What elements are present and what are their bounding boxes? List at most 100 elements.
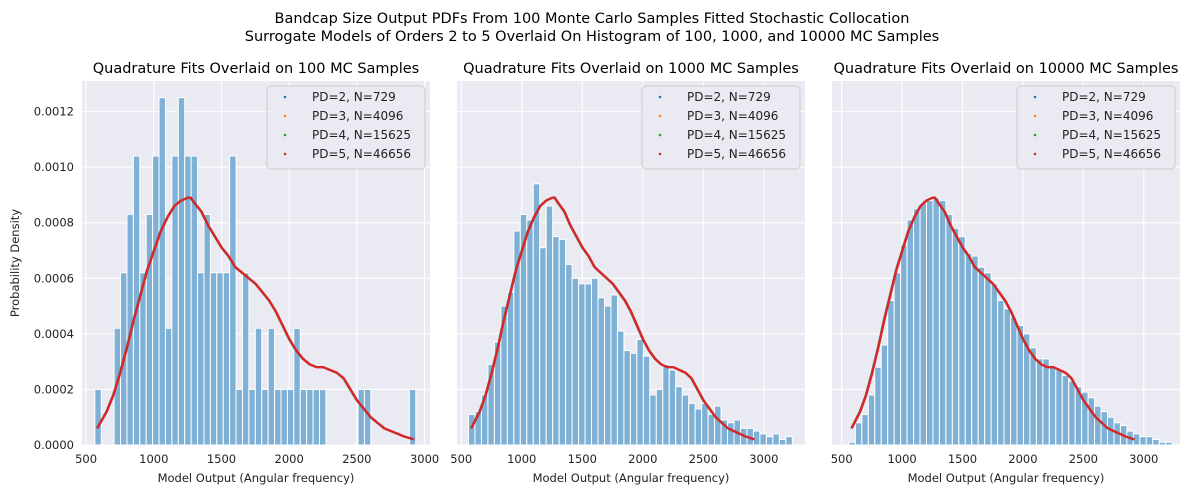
legend-marker bbox=[658, 133, 662, 137]
histogram-bar bbox=[571, 277, 580, 446]
y-tick-label: 0.0010 bbox=[34, 160, 74, 174]
histogram-bar bbox=[913, 208, 921, 446]
x-tick-label: 2500 bbox=[342, 452, 371, 466]
histogram-bar bbox=[887, 300, 895, 446]
histogram-bar bbox=[951, 227, 960, 446]
histogram-bar bbox=[752, 430, 761, 446]
histogram-bar bbox=[1055, 369, 1063, 446]
legend-label: PD=5, N=46656 bbox=[1062, 147, 1161, 161]
histogram-bar bbox=[1094, 405, 1102, 446]
histogram-bar bbox=[629, 352, 638, 446]
histogram-bar bbox=[552, 236, 560, 446]
legend-label: PD=4, N=15625 bbox=[687, 128, 786, 142]
histogram-bar bbox=[854, 422, 863, 446]
panel-100-samples: 500 1000 1500 2000 2500 3000 0.0000 0.0002 0.000… bbox=[8, 61, 439, 485]
y-tick-label: 0.0000 bbox=[34, 438, 74, 452]
histogram-bar bbox=[707, 413, 716, 446]
histogram-bar bbox=[945, 213, 953, 446]
histogram-bar bbox=[610, 294, 618, 446]
y-tick-label: 0.0004 bbox=[34, 327, 74, 341]
histogram-bar bbox=[261, 388, 269, 446]
histogram-bar bbox=[152, 155, 160, 446]
y-tick-label: 0.0002 bbox=[34, 382, 74, 396]
histogram-bar bbox=[900, 244, 908, 446]
legend-label: PD=5, N=46656 bbox=[687, 147, 786, 161]
histogram-10000 bbox=[848, 197, 1173, 446]
histogram-bar bbox=[997, 300, 1005, 446]
histogram-bar bbox=[578, 283, 586, 446]
histogram-bar bbox=[848, 441, 856, 446]
legend-label: PD=3, N=4096 bbox=[312, 109, 403, 123]
x-axis-label-100: Model Output (Angular frequency) bbox=[158, 471, 355, 485]
histogram-bar bbox=[506, 291, 515, 446]
histogram-bar bbox=[94, 388, 102, 446]
legend-label: PD=2, N=729 bbox=[312, 90, 396, 104]
x-tick-label: 2000 bbox=[628, 452, 657, 466]
legend-1000: PD=2, N=729 PD=3, N=4096 PD=4, N=15625 PD=5… bbox=[641, 85, 801, 170]
pdf-curves-100 bbox=[95, 196, 415, 441]
histogram-bar bbox=[932, 197, 940, 446]
histogram-bar bbox=[701, 402, 709, 446]
histogram-bar bbox=[597, 297, 605, 446]
legend-marker bbox=[1033, 133, 1037, 137]
legend-marker bbox=[1033, 114, 1037, 118]
legend-marker bbox=[283, 152, 287, 156]
histogram-bar bbox=[694, 408, 703, 446]
legend-10000: PD=2, N=729 PD=3, N=4096 PD=4, N=15625 PD=5… bbox=[1016, 85, 1176, 170]
histogram-bar bbox=[235, 388, 243, 446]
legend-label: PD=4, N=15625 bbox=[1062, 128, 1161, 142]
x-tick-label: 2000 bbox=[275, 452, 304, 466]
histogram-bar bbox=[919, 202, 927, 446]
histogram-bar bbox=[971, 255, 979, 446]
x-tick-label: 1000 bbox=[887, 452, 916, 466]
histogram-bar bbox=[241, 272, 250, 446]
histogram-bar bbox=[655, 388, 664, 446]
legend-box bbox=[1016, 85, 1176, 170]
histogram-bar bbox=[539, 247, 547, 446]
histogram-bar bbox=[203, 213, 211, 446]
legend-marker bbox=[658, 152, 662, 156]
histogram-bar bbox=[759, 433, 767, 446]
panel-title-1000: Quadrature Fits Overlaid on 1000 MC Samp… bbox=[463, 61, 799, 77]
histogram-bar bbox=[772, 433, 780, 446]
panel-1000-samples: 500 1000 1500 2000 2500 3000 Quadrature Fits … bbox=[450, 61, 805, 485]
histogram-bar bbox=[222, 272, 231, 446]
histogram-bar bbox=[867, 394, 876, 446]
ticks-100: 500 1000 1500 2000 2500 3000 0.0000 0.0002 0.000… bbox=[34, 105, 439, 466]
x-tick-label: 2000 bbox=[1008, 452, 1037, 466]
histogram-bar bbox=[964, 252, 973, 446]
histogram-bar bbox=[880, 344, 889, 446]
histogram-bar bbox=[603, 305, 612, 446]
legend-marker bbox=[1033, 95, 1037, 99]
x-axis-label-10000: Model Output (Angular frequency) bbox=[908, 471, 1105, 485]
legend-label: PD=3, N=4096 bbox=[687, 109, 778, 123]
pdf-curves-1000 bbox=[469, 196, 755, 441]
histogram-bar bbox=[765, 436, 774, 446]
y-tick-label: 0.0012 bbox=[34, 105, 74, 119]
panel-title-100: Quadrature Fits Overlaid on 100 MC Sampl… bbox=[93, 61, 420, 77]
legend-label: PD=3, N=4096 bbox=[1062, 109, 1153, 123]
histogram-bar bbox=[306, 388, 314, 446]
x-tick-label: 3000 bbox=[1129, 452, 1158, 466]
histogram-bar bbox=[681, 394, 690, 446]
x-tick-label: 500 bbox=[75, 452, 97, 466]
histogram-bar bbox=[274, 388, 282, 446]
x-tick-label: 500 bbox=[831, 452, 853, 466]
pdf-curve-series-5 bbox=[850, 196, 1135, 441]
histogram-bar bbox=[668, 369, 677, 446]
histogram-bar bbox=[938, 199, 947, 446]
histogram-bar bbox=[158, 97, 166, 446]
y-tick-label: 0.0008 bbox=[34, 216, 74, 230]
figure-suptitle-line2: Surrogate Models of Orders 2 to 5 Overla… bbox=[245, 29, 939, 45]
x-tick-label: 1500 bbox=[948, 452, 977, 466]
histogram-bar bbox=[874, 366, 882, 446]
panel-10000-samples: 500 1000 1500 2000 2500 3000 Quadrature Fits … bbox=[831, 61, 1180, 485]
histogram-bar bbox=[1152, 438, 1160, 446]
histogram-bar bbox=[925, 199, 934, 446]
histogram-bar bbox=[1016, 325, 1024, 446]
histogram-bar bbox=[714, 405, 722, 446]
x-tick-label: 3000 bbox=[749, 452, 778, 466]
legend-box bbox=[266, 85, 426, 170]
histogram-bar bbox=[958, 236, 966, 446]
